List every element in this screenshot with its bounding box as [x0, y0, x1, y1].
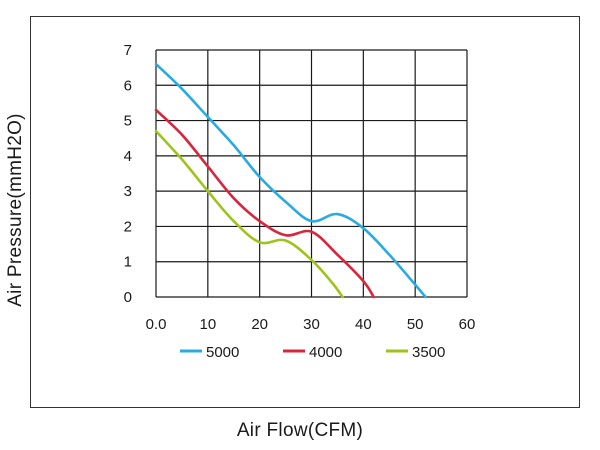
- x-tick-label: 20: [251, 316, 268, 333]
- y-tick-label: 4: [124, 148, 132, 165]
- x-tick-label: 60: [459, 316, 476, 333]
- x-tick-label: 10: [199, 316, 216, 333]
- x-tick-label: 40: [355, 316, 372, 333]
- tick-labels: 0.0 10 20 30 40 50 60 0 1 2 3 4 5 6 7: [124, 42, 476, 333]
- y-tick-label: 0: [124, 289, 132, 306]
- y-tick-label: 5: [124, 113, 132, 130]
- y-tick-label: 3: [124, 183, 132, 200]
- y-tick-label: 7: [124, 42, 132, 59]
- legend: 5000 4000 3500: [180, 344, 445, 361]
- legend-label-4000: 4000: [309, 344, 342, 361]
- y-tick-label: 6: [124, 77, 132, 94]
- legend-label-3500: 3500: [412, 344, 445, 361]
- grid: [155, 49, 468, 298]
- legend-label-5000: 5000: [206, 344, 239, 361]
- series-line-3500: [154, 129, 344, 299]
- series-group: [154, 62, 427, 299]
- chart-frame: [30, 16, 580, 408]
- x-tick-label: 0.0: [146, 316, 167, 333]
- x-tick-label: 50: [407, 316, 424, 333]
- x-tick-label: 30: [303, 316, 320, 333]
- series-line-5000: [154, 62, 427, 299]
- y-tick-label: 1: [124, 254, 132, 271]
- x-axis-label: Air Flow(CFM): [236, 420, 364, 441]
- y-tick-label: 2: [124, 218, 132, 235]
- series-line-4000: [154, 108, 375, 299]
